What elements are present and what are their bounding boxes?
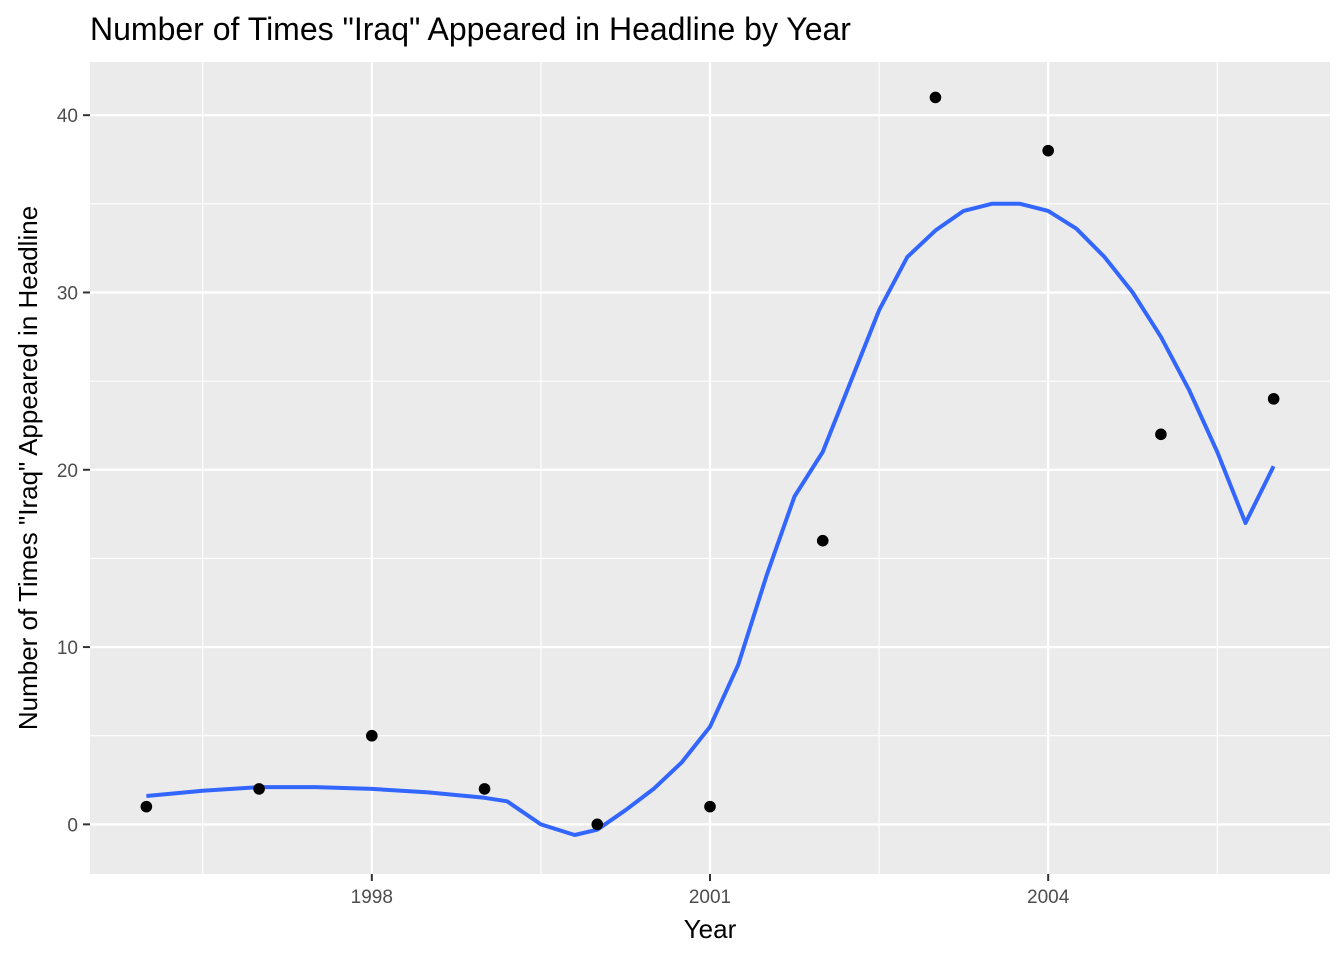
chart-title: Number of Times "Iraq" Appeared in Headl… (90, 11, 851, 47)
y-tick-label: 10 (57, 638, 78, 659)
data-point (366, 729, 378, 742)
smooth-layer (146, 201, 1276, 837)
x-axis-title: Year (684, 914, 737, 944)
data-point (140, 800, 153, 813)
y-axis-title: Number of Times "Iraq" Appeared in Headl… (13, 206, 43, 730)
major-gridlines (90, 62, 1330, 874)
data-point (704, 800, 716, 813)
y-axis: 0 10 20 30 40 (57, 106, 90, 836)
y-tick-label: 0 (67, 815, 78, 836)
y-tick-label: 40 (57, 106, 78, 127)
data-point (591, 818, 604, 831)
data-point (816, 534, 829, 547)
y-tick-label: 20 (57, 461, 78, 482)
data-point (1155, 428, 1167, 441)
y-tick-label: 30 (57, 283, 78, 304)
x-axis: 1998 2001 2004 (351, 874, 1070, 908)
data-point (1042, 144, 1054, 157)
x-tick-label: 2001 (689, 887, 731, 908)
x-tick-label: 2004 (1027, 887, 1070, 908)
x-tick-label: 1998 (351, 887, 393, 908)
smooth-line (146, 201, 1276, 837)
data-point (253, 783, 265, 795)
points-layer (140, 91, 1280, 831)
data-point (1267, 393, 1280, 405)
data-point (929, 91, 942, 104)
data-point (478, 783, 491, 795)
